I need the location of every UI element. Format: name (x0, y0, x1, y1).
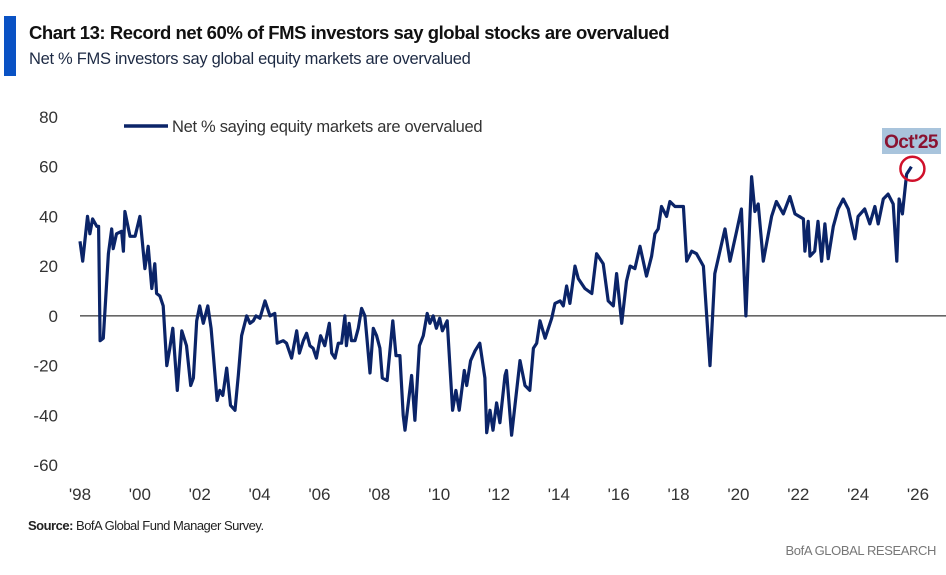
chart-subtitle: Net % FMS investors say global equity ma… (29, 50, 471, 68)
x-tick-label: '20 (727, 485, 749, 504)
y-tick-label: -20 (33, 357, 58, 376)
brand-label: BofA GLOBAL RESEARCH (785, 543, 937, 558)
y-tick-label: 80 (39, 108, 58, 127)
x-tick-label: '24 (847, 485, 869, 504)
x-tick-label: '10 (428, 485, 450, 504)
y-tick-label: -40 (33, 406, 58, 425)
series-line (78, 165, 913, 437)
x-tick-label: '12 (488, 485, 510, 504)
source-text: BofA Global Fund Manager Survey. (72, 518, 264, 533)
x-tick-label: '08 (368, 485, 390, 504)
x-tick-label: '22 (787, 485, 809, 504)
annotation-label: Oct'25 (884, 132, 939, 153)
y-tick-label: 40 (39, 207, 58, 226)
y-tick-label: -60 (33, 456, 58, 475)
highlight-circle (899, 155, 926, 182)
legend-label: Net % saying equity markets are overvalu… (172, 118, 482, 136)
chart-title: Chart 13: Record net 60% of FMS investor… (29, 22, 670, 43)
y-tick-label: 60 (39, 158, 58, 177)
x-tick-label: '18 (667, 485, 689, 504)
y-tick-label: 20 (39, 257, 58, 276)
annotation-background (882, 128, 941, 154)
x-tick-label: '14 (548, 485, 570, 504)
y-tick-label: 0 (49, 307, 58, 326)
x-tick-label: '16 (608, 485, 630, 504)
x-tick-label: '98 (69, 485, 91, 504)
accent-bar (4, 16, 16, 76)
x-tick-label: '26 (907, 485, 929, 504)
x-tick-label: '04 (248, 485, 270, 504)
x-tick-label: '02 (189, 485, 211, 504)
x-tick-label: '00 (129, 485, 151, 504)
source-label: Source: (28, 518, 73, 533)
source-note: Source: BofA Global Fund Manager Survey. (28, 518, 264, 533)
x-tick-label: '06 (308, 485, 330, 504)
